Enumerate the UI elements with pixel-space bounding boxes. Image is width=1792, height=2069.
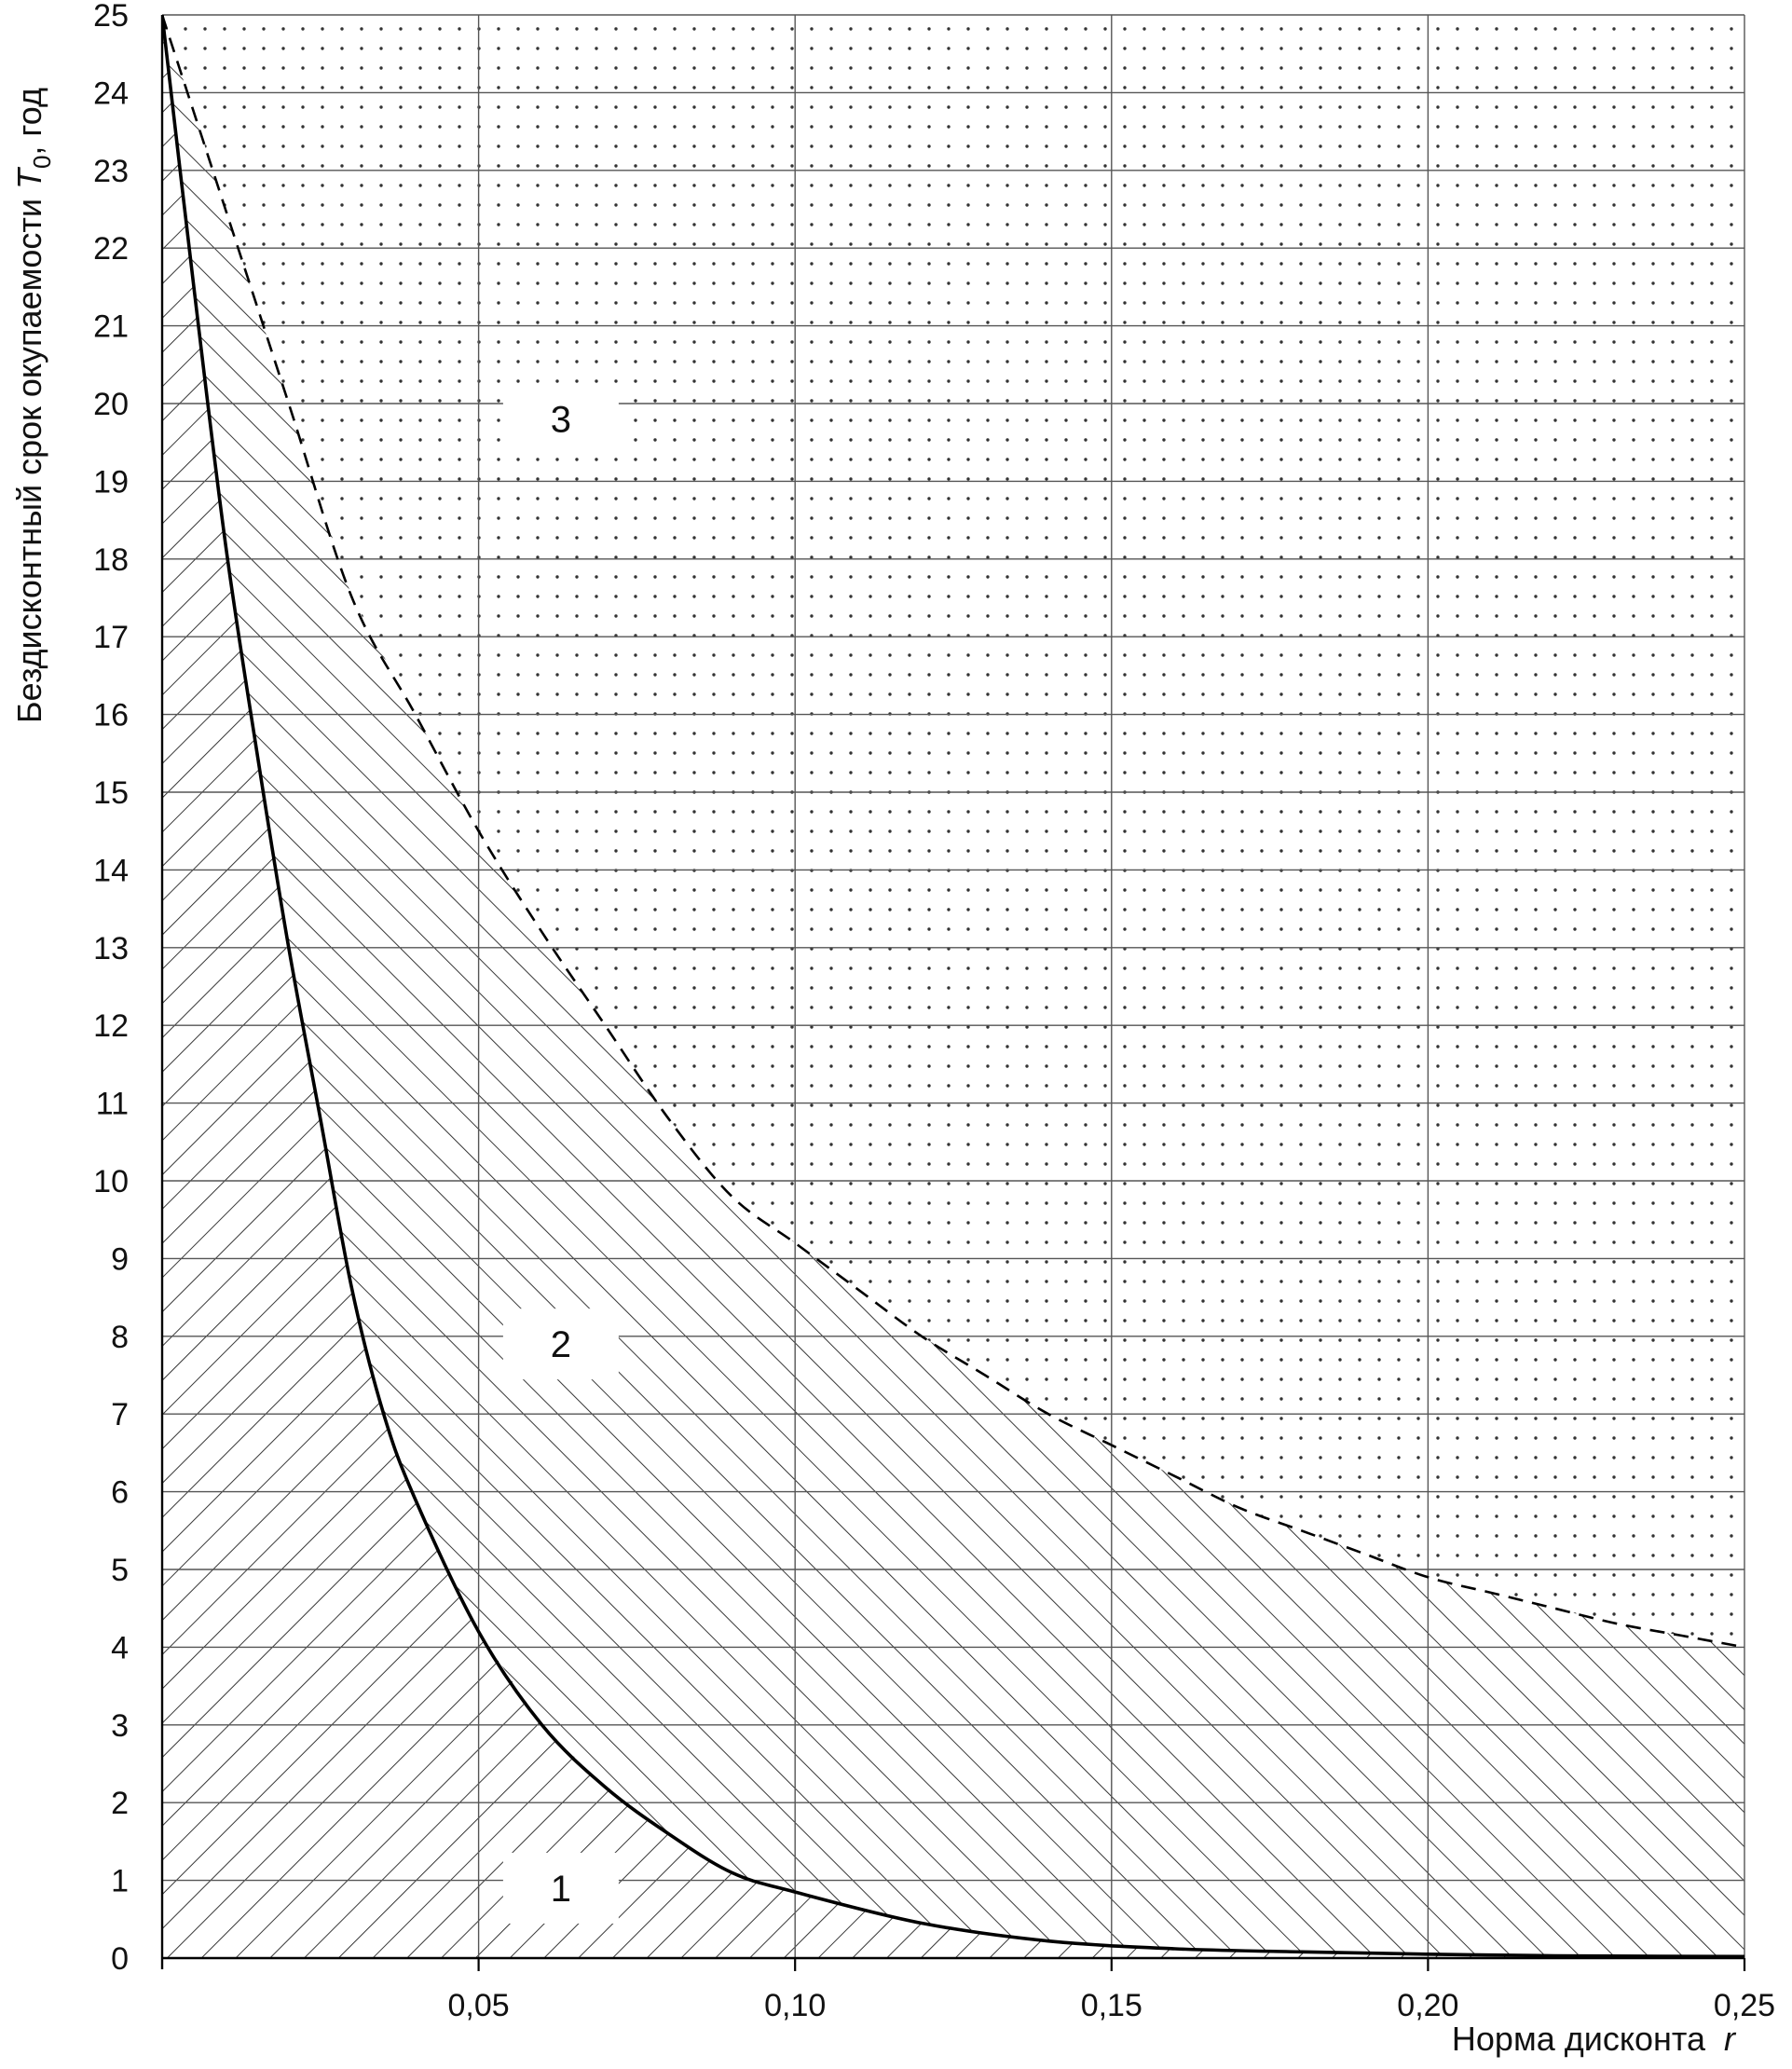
- y-tick-label: 24: [93, 75, 129, 111]
- region-fills: [162, 15, 1744, 1958]
- y-tick-label: 7: [111, 1397, 129, 1432]
- y-tick-label: 18: [93, 542, 129, 578]
- y-tick-label: 4: [111, 1630, 129, 1665]
- y-tick-label: 23: [93, 154, 129, 189]
- y-tick-label: 20: [93, 387, 129, 422]
- y-tick-label: 5: [111, 1553, 129, 1588]
- region-label-bg: [502, 383, 619, 455]
- x-tick-label: 0,05: [448, 1988, 510, 2023]
- region-label-2: 2: [551, 1324, 571, 1365]
- region-1-fill: [162, 15, 1744, 1958]
- region-2-fill: [162, 15, 1744, 1957]
- series-lines: [162, 15, 1744, 1958]
- x-tick-label: 0,20: [1397, 1988, 1458, 2023]
- region-labels: 1 2 3: [502, 383, 619, 1924]
- axes: [160, 15, 1746, 1971]
- x-tick-label: 0,10: [764, 1988, 826, 2023]
- y-axis-subscript: 0: [28, 156, 56, 169]
- series-line-dashed: [162, 15, 1744, 1649]
- y-tick-label: 8: [111, 1320, 129, 1355]
- x-axis-label: Норма дисконта: [1452, 2020, 1706, 2058]
- region-label-bg: [502, 1852, 619, 1924]
- region-label-bg: [502, 1309, 619, 1380]
- y-axis-unit: , год: [10, 88, 48, 156]
- series-line-solid: [162, 15, 1744, 1958]
- x-axis-variable: r: [1724, 2020, 1737, 2058]
- region-label-3: 3: [551, 400, 571, 441]
- y-axis-label: Бездисконтный срок окупаемости: [10, 199, 48, 723]
- x-tick-label: 0,25: [1714, 1988, 1775, 2023]
- y-tick-label: 17: [93, 620, 129, 655]
- y-tick-label: 9: [111, 1241, 129, 1277]
- y-tick-label: 13: [93, 931, 129, 966]
- y-tick-label: 15: [93, 775, 129, 811]
- x-tick-label: 0,15: [1081, 1988, 1142, 2023]
- y-tick-label: 22: [93, 231, 129, 267]
- y-tick-label: 1: [111, 1864, 129, 1899]
- y-tick-label: 10: [93, 1164, 129, 1199]
- x-axis-title: Норма дисконта r: [1452, 2020, 1737, 2058]
- y-axis-title: Бездисконтный срок окупаемости T0, год: [10, 88, 56, 723]
- y-tick-label: 16: [93, 698, 129, 733]
- region-label-1: 1: [551, 1869, 571, 1910]
- y-tick-label: 25: [93, 0, 129, 34]
- y-tick-label: 0: [111, 1941, 129, 1977]
- y-tick-label: 6: [111, 1475, 129, 1511]
- y-tick-label: 3: [111, 1708, 129, 1744]
- tick-labels: 0123456789101112131415161718192021222324…: [93, 0, 1775, 2023]
- y-tick-label: 19: [93, 464, 129, 500]
- y-tick-label: 2: [111, 1786, 129, 1821]
- y-tick-label: 14: [93, 853, 129, 888]
- y-axis-variable: T: [10, 166, 48, 189]
- y-tick-label: 21: [93, 309, 129, 345]
- y-tick-label: 11: [96, 1087, 129, 1122]
- y-tick-label: 12: [93, 1008, 129, 1044]
